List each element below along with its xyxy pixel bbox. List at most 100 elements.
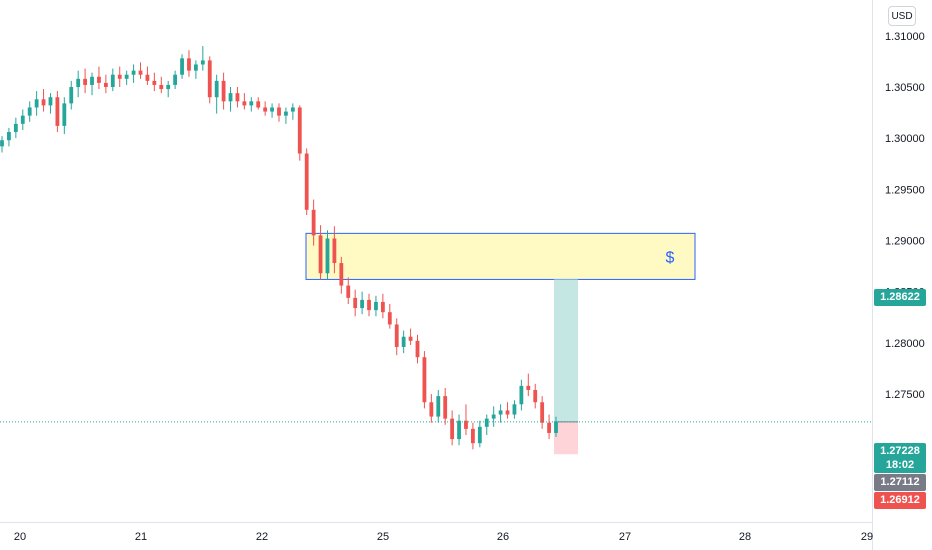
candle-body — [97, 76, 101, 83]
candle-body — [55, 97, 60, 126]
candle-body — [242, 101, 247, 106]
candle-body — [159, 84, 164, 90]
candle-body — [353, 297, 358, 309]
candle-body — [277, 107, 281, 116]
candle-body — [138, 70, 143, 75]
candle-body — [422, 357, 427, 403]
candle-body — [34, 99, 39, 108]
candle-body — [519, 385, 524, 405]
price-tick-label: 1.30500 — [885, 82, 925, 94]
candle-body — [401, 336, 406, 347]
candle-body — [374, 301, 378, 311]
candle-body — [346, 285, 351, 298]
candle-body — [304, 153, 309, 210]
candle-body — [166, 84, 171, 90]
candle-body — [7, 132, 11, 141]
candle-body — [193, 64, 198, 71]
time-tick-label: 27 — [619, 531, 631, 543]
time-tick-label: 26 — [497, 531, 509, 543]
candle-body — [20, 115, 25, 124]
candle-body — [332, 238, 337, 264]
price-tick-label: 1.30000 — [885, 133, 925, 145]
candle-body — [325, 238, 330, 274]
currency-selector-button[interactable]: USD — [888, 6, 916, 26]
candle-body — [256, 101, 261, 108]
candle-body — [429, 402, 434, 417]
candle-body — [387, 312, 392, 325]
candle-body — [263, 107, 268, 112]
candle-body — [124, 74, 129, 79]
candle-body — [249, 101, 254, 106]
candle-body — [207, 60, 212, 98]
candle-body — [491, 414, 496, 419]
price-tick-label: 1.28000 — [885, 338, 925, 350]
candle-body — [69, 87, 74, 104]
candle-body — [526, 385, 531, 390]
position-stop-area — [554, 421, 578, 455]
candle-body — [83, 78, 88, 85]
time-tick-label: 28 — [739, 531, 751, 543]
last-price-value: 1.27228 — [880, 445, 920, 457]
candle-body — [131, 70, 136, 75]
candle-body — [103, 82, 108, 87]
candlestick-series — [0, 46, 558, 450]
candle-body — [27, 107, 32, 116]
candle-body — [470, 428, 475, 444]
time-tick-label: 29 — [861, 531, 873, 543]
price-tick-label: 1.29000 — [885, 236, 925, 248]
candle-body — [187, 58, 191, 71]
long-position-tool[interactable] — [554, 279, 578, 455]
candle-body — [464, 420, 468, 429]
supply-zone-rect — [305, 232, 696, 280]
time-tick-label: 22 — [256, 531, 268, 543]
candle-body — [540, 402, 545, 423]
candle-body — [318, 235, 323, 274]
candle-body — [554, 421, 558, 433]
candle-body — [443, 396, 448, 419]
price-tick-label: 1.29500 — [885, 184, 925, 196]
candle-body — [200, 60, 205, 65]
candle-body — [62, 103, 67, 126]
candle-body — [533, 389, 538, 403]
candle-body — [450, 418, 455, 440]
candle-body — [76, 78, 81, 87]
candle-body — [13, 123, 18, 133]
time-tick-label: 21 — [135, 531, 147, 543]
candle-body — [484, 418, 489, 427]
candle-body — [436, 396, 441, 417]
target-price-label: 1.28622 — [874, 289, 926, 306]
candle-body — [367, 299, 371, 311]
candle-body — [415, 340, 420, 358]
candle-body — [221, 80, 226, 102]
candle-body — [290, 107, 295, 112]
candle-body — [228, 93, 233, 102]
candle-body — [457, 420, 461, 440]
candle-body — [235, 93, 240, 102]
price-tick-label: 1.31000 — [885, 31, 925, 43]
candle-body — [505, 410, 510, 415]
candle-body — [498, 410, 503, 415]
candle-body — [90, 76, 94, 85]
candle-countdown: 18:02 — [885, 459, 915, 471]
candle-body — [394, 324, 399, 347]
candle-body — [339, 263, 344, 286]
candle-body — [297, 107, 302, 154]
supply-zone-layer: $ — [305, 232, 696, 280]
candle-body — [477, 426, 482, 444]
stop-price-label: 1.26912 — [874, 492, 926, 509]
time-tick-label: 25 — [377, 531, 389, 543]
last-price-label: 1.27228 18:02 — [874, 443, 926, 473]
candle-body — [214, 80, 219, 98]
candle-body — [180, 58, 184, 75]
candle-body — [117, 74, 122, 79]
zone-label: $ — [666, 249, 675, 266]
candle-body — [284, 111, 288, 116]
candle-body — [110, 74, 115, 87]
candle-body — [270, 107, 274, 112]
candle-body — [145, 74, 150, 81]
candle-body — [408, 336, 413, 341]
candle-body — [48, 97, 53, 106]
candle-body — [547, 422, 551, 433]
